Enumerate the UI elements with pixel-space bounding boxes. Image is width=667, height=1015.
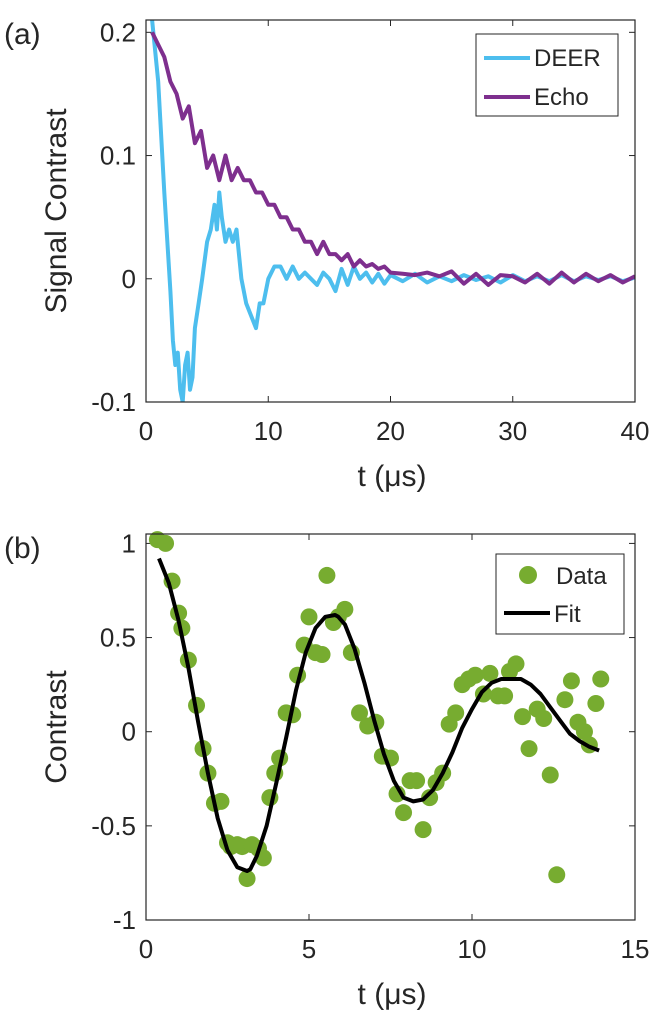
panel-b-ticks: 0 5 10 15 -1 -0.5 0 0.5 1	[91, 528, 649, 964]
panel-a-xtick-label: 20	[376, 416, 405, 446]
panel-b: (b) 0 5 10 15 -1 -0.5 0 0.5 1 t (μs) Contrast Da…	[4, 528, 649, 1011]
panel-a-ytick-label: 0.1	[100, 141, 136, 171]
data-point	[395, 804, 413, 822]
panel-b-xtick-label: 15	[621, 934, 650, 964]
deer-series-line	[150, 20, 635, 402]
data-point	[414, 821, 432, 839]
panel-b-ytick-label: -1	[113, 905, 136, 935]
panel-a-xtick-label: 30	[498, 416, 527, 446]
panel-b-xtick-label: 10	[458, 934, 487, 964]
panel-b-ytick-label: 0	[122, 717, 136, 747]
data-point	[351, 704, 369, 722]
panel-b-ytick-label: 1	[122, 528, 136, 558]
panel-a-ytick-label: 0.2	[100, 17, 136, 47]
legend-label-deer: DEER	[534, 45, 601, 72]
panel-b-label: (b)	[4, 532, 41, 565]
panel-a-plot-area	[150, 20, 635, 402]
panel-b-legend: Data Fit	[495, 553, 625, 635]
panel-b-ylabel: Contrast	[40, 670, 73, 784]
data-point	[507, 655, 525, 673]
data-point	[575, 723, 593, 741]
panel-b-xlabel: t (μs)	[358, 978, 427, 1011]
legend-label-fit: Fit	[554, 601, 581, 628]
data-point	[496, 687, 514, 705]
panel-b-ytick-label: -0.5	[91, 811, 136, 841]
data-point	[238, 870, 256, 888]
data-point	[541, 766, 559, 784]
data-point	[318, 566, 336, 584]
data-point	[535, 710, 553, 728]
data-point	[520, 740, 538, 758]
data-point	[481, 664, 499, 682]
panel-a-xtick-label: 10	[254, 416, 283, 446]
data-point	[336, 600, 354, 618]
panel-b-legend-box	[495, 553, 625, 635]
panel-a-ytick-label: 0	[122, 264, 136, 294]
panel-b-axes-box	[145, 533, 636, 921]
panel-a: (a) 0 10 20 30 40-0.100.10.2 t (μs) Signal C…	[4, 17, 649, 493]
panel-a-xlabel: t (μs)	[358, 460, 427, 493]
data-point	[592, 670, 610, 688]
panel-a-xtick-label: 40	[621, 416, 650, 446]
data-point	[300, 608, 318, 626]
fit-series-line	[157, 557, 600, 873]
data-point	[548, 866, 566, 884]
data-point	[514, 708, 532, 726]
data-point	[466, 666, 484, 684]
panel-b-xtick-label: 5	[302, 934, 316, 964]
data-point	[562, 672, 580, 690]
panel-a-ticks: 0 10 20 30 40-0.100.10.2	[91, 17, 649, 446]
data-point	[447, 704, 465, 722]
panel-a-legend-box	[475, 33, 619, 117]
legend-label-echo: Echo	[534, 84, 589, 111]
panel-b-plot-area	[148, 531, 610, 888]
panel-b-ytick-label: 0.5	[100, 623, 136, 653]
data-point	[157, 534, 175, 552]
data-point	[556, 691, 574, 709]
data-point	[388, 785, 406, 803]
panel-a-ylabel: Signal Contrast	[40, 108, 73, 314]
panel-a-label: (a)	[4, 18, 41, 51]
panel-a-xtick-label: 0	[139, 416, 153, 446]
legend-swatch-data	[519, 566, 537, 584]
data-point	[421, 789, 439, 807]
data-point	[313, 646, 331, 664]
data-point	[587, 694, 605, 712]
panel-b-xtick-label: 0	[139, 934, 153, 964]
panel-a-ytick-label: -0.1	[91, 387, 136, 417]
panel-a-axes-box	[145, 19, 636, 403]
echo-series-line	[150, 31, 635, 287]
legend-label-data: Data	[556, 563, 607, 590]
panel-a-legend: DEER Echo	[475, 33, 619, 117]
data-point	[408, 772, 426, 790]
